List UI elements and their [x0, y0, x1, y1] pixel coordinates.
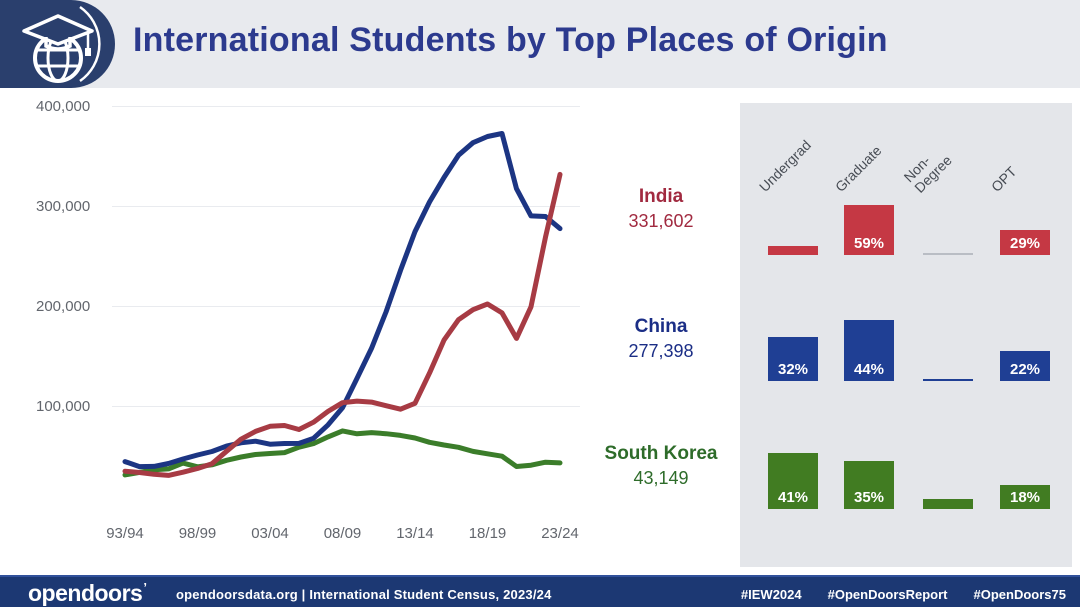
gridline-300000	[112, 206, 580, 207]
line-chart: 100,000 200,000 300,000 400,000 93/94 98/99 0…	[0, 88, 740, 575]
x-tick-label: 98/99	[178, 525, 217, 542]
breakdown-panel: Undergrad Graduate Non- Degree OPT 59% 29% 32%…	[740, 103, 1072, 567]
india-graduate-bar: 59%	[844, 205, 894, 255]
china-opt-bar: 22%	[1000, 351, 1050, 381]
globe-graduation-cap-icon	[0, 0, 115, 88]
gridline-400000	[112, 106, 580, 107]
footer: opendoors’ opendoorsdata.org | Internati…	[0, 575, 1080, 607]
column-header-graduate: Graduate	[831, 142, 885, 196]
column-header-undergrad: Undergrad	[755, 137, 815, 196]
legend-country-name: India	[638, 186, 684, 207]
hashtag: #OpenDoorsReport	[827, 587, 948, 602]
plot-lines	[122, 131, 563, 478]
logo-apostrophe-mark: ’	[143, 580, 147, 595]
opendoors-logo-badge	[0, 0, 116, 88]
x-tick-label: 03/04	[251, 525, 289, 542]
series-line-china	[122, 131, 563, 470]
legend-country-total: 331,602	[628, 211, 694, 231]
bar-percent-label: 32%	[777, 361, 809, 378]
column-header-non: Non- Degree	[900, 151, 955, 196]
south-korea-opt-bar: 18%	[1000, 485, 1050, 509]
india-undergrad-bar	[768, 246, 818, 255]
bar-percent-label: 59%	[853, 235, 885, 252]
x-tick-label: 23/24	[541, 525, 579, 542]
china-undergrad-bar: 32%	[768, 337, 818, 381]
bar-percent-label: 18%	[1009, 489, 1041, 506]
bar-percent-label: 22%	[1009, 361, 1041, 378]
south-korea-graduate-bar: 35%	[844, 461, 894, 509]
gridline-100000	[112, 406, 580, 407]
legend-country-total: 277,398	[628, 341, 694, 361]
x-tick-label: 13/14	[396, 525, 434, 542]
legend-country-total: 43,149	[633, 468, 689, 488]
y-tick-label: 300,000	[36, 198, 91, 215]
series-line-india	[122, 171, 563, 478]
south-korea-non-degree-bar	[923, 499, 973, 509]
y-tick-label: 200,000	[36, 298, 91, 315]
south-korea-undergrad-bar: 41%	[768, 453, 818, 509]
india-non-degree-bar	[923, 253, 973, 255]
x-tick-label: 93/94	[106, 525, 144, 542]
opendoors-wordmark: opendoors’	[28, 580, 147, 607]
china-non-degree-bar	[923, 379, 973, 381]
bar-percent-label: 35%	[853, 489, 885, 506]
column-header-opt: OPT	[987, 163, 1020, 196]
opendoors-logo-text: opendoors	[28, 580, 143, 606]
page-title: International Students by Top Places of …	[133, 21, 888, 59]
x-tick-label: 08/09	[323, 525, 362, 542]
y-tick-label: 400,000	[36, 98, 91, 115]
separator: |	[301, 587, 306, 602]
hashtag: #IEW2024	[740, 587, 802, 602]
footer-source-line: opendoorsdata.org | International Studen…	[176, 587, 552, 602]
legend-south-korea: South Korea 43,149	[585, 443, 737, 489]
y-tick-label: 100,000	[36, 398, 91, 415]
gridline-200000	[112, 306, 580, 307]
hashtag: #OpenDoors75	[973, 587, 1066, 602]
legend-country-name: South Korea	[604, 443, 718, 464]
header: International Students by Top Places of …	[0, 0, 1080, 88]
india-opt-bar: 29%	[1000, 230, 1050, 255]
legend-india: India 331,602	[585, 186, 737, 232]
source-url: opendoorsdata.org	[176, 587, 298, 602]
legend-country-name: China	[634, 316, 688, 337]
x-tick-label: 18/19	[468, 525, 507, 542]
hashtags: #IEW2024 #OpenDoorsReport #OpenDoors75	[715, 587, 1066, 602]
bar-percent-label: 41%	[777, 489, 809, 506]
bar-percent-label: 29%	[1009, 235, 1041, 252]
census-label: International Student Census, 2023/24	[309, 587, 552, 602]
bar-percent-label: 44%	[853, 361, 885, 378]
china-graduate-bar: 44%	[844, 320, 894, 381]
legend-china: China 277,398	[585, 316, 737, 362]
